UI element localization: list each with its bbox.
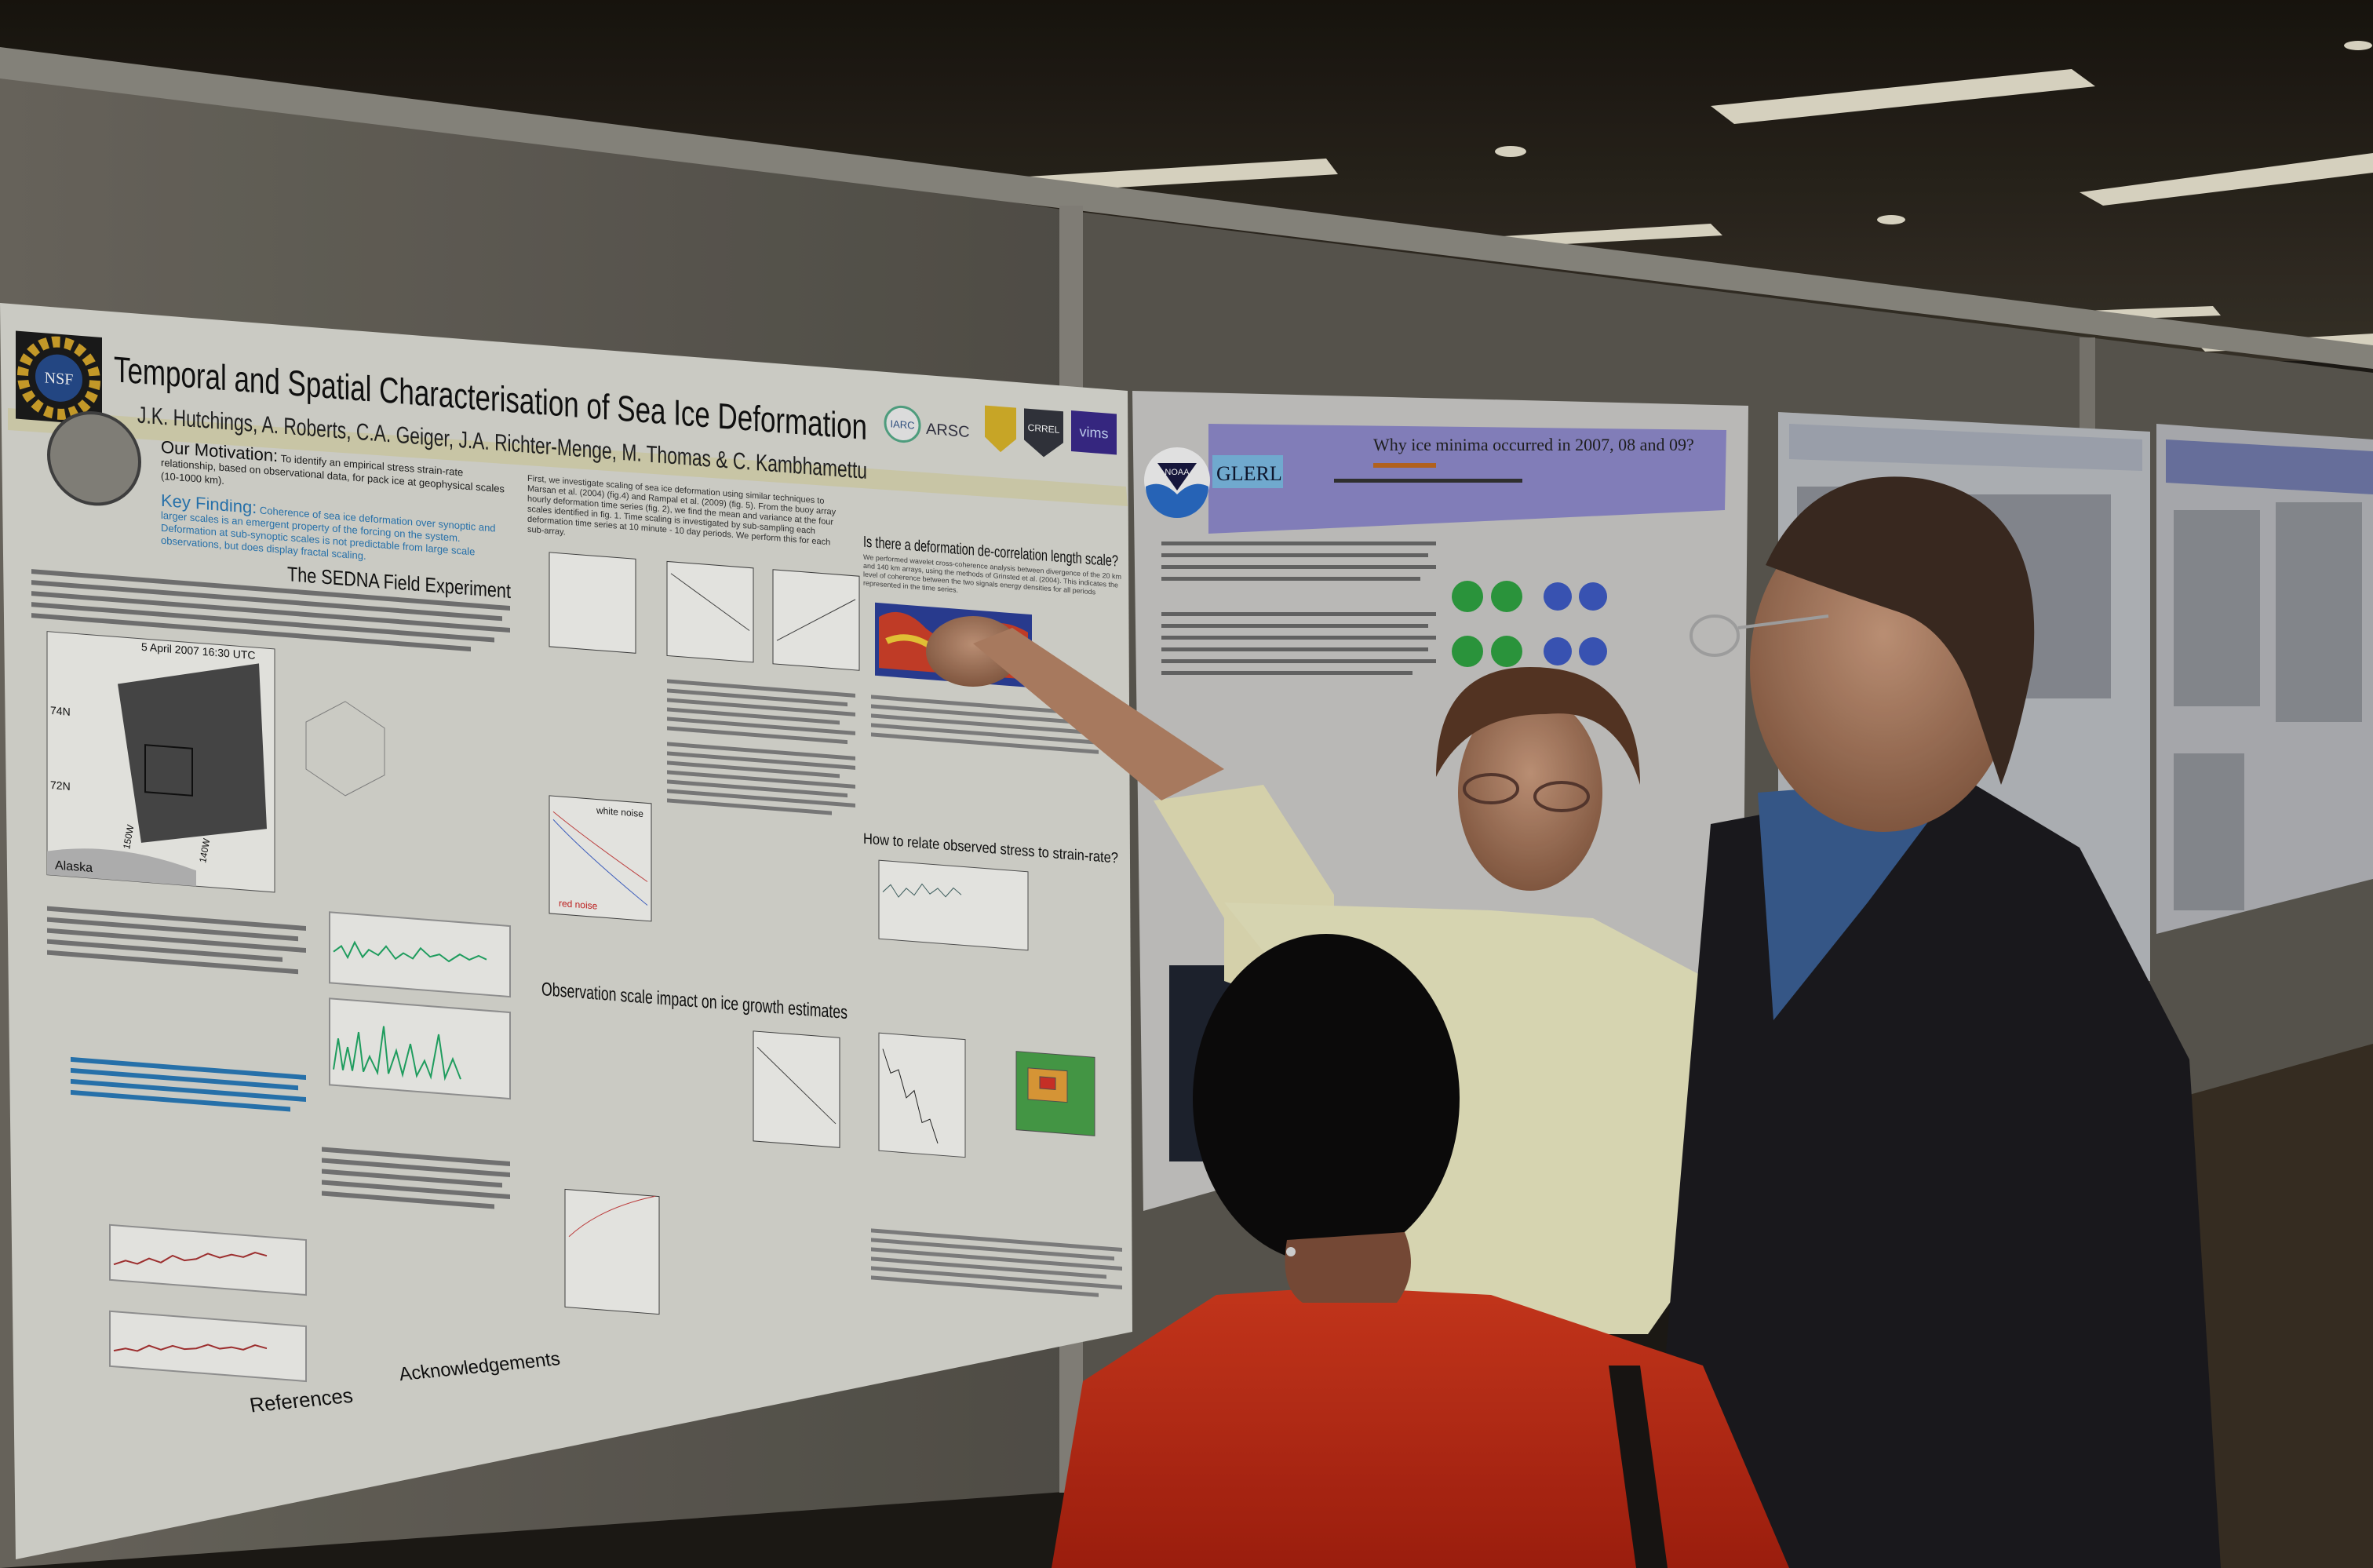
pointing-hand	[926, 616, 1020, 687]
poster-fourth	[2156, 424, 2373, 934]
buoy-map-figure: 5 April 2007 16:30 UTC 74N 72N Alaska 15…	[46, 631, 385, 893]
figure-label: white noise	[596, 804, 643, 819]
body-text-block	[47, 906, 510, 1209]
noaa-logo: NOAA	[1144, 447, 1210, 518]
svg-text:IARC: IARC	[890, 418, 914, 431]
svg-text:72N: 72N	[50, 779, 71, 793]
poster-main: NSF Temporal and Spatial Characterisatio…	[0, 303, 1132, 1559]
svg-text:NSF: NSF	[45, 369, 74, 388]
glasses-icon	[1463, 773, 1590, 812]
svg-text:GLERL: GLERL	[1216, 462, 1282, 485]
growth-plots	[564, 1030, 840, 1315]
svg-text:Alaska: Alaska	[55, 858, 93, 875]
stress-plots	[878, 859, 1095, 1158]
time-series-plots	[109, 911, 511, 1383]
svg-text:CRREL: CRREL	[1028, 422, 1060, 436]
sea-ice-maps	[1452, 581, 1607, 667]
svg-text:ARSC: ARSC	[926, 421, 970, 441]
svg-text:74N: 74N	[50, 704, 71, 718]
body-text-block	[31, 569, 510, 652]
presenter-face	[1458, 695, 1602, 891]
figure-label: red noise	[559, 898, 598, 912]
glerl-logo	[1212, 455, 1283, 488]
earring	[1286, 1247, 1296, 1256]
person-man-right	[1648, 476, 2221, 1568]
svg-text:NOAA: NOAA	[1165, 468, 1190, 477]
svg-text:vims: vims	[1080, 424, 1109, 442]
bag-strap	[1609, 1366, 1668, 1568]
body-text-block	[1161, 542, 1436, 675]
nsf-logo: NSF	[16, 330, 102, 426]
scaling-plots	[549, 552, 860, 922]
ceiling-lights	[1028, 41, 2373, 352]
svg-text:150W: 150W	[121, 823, 136, 851]
woman-hair	[1193, 934, 1460, 1264]
partition-frame-top	[0, 47, 2373, 369]
sedna-logo	[47, 411, 141, 506]
glasses-icon	[1690, 614, 1829, 657]
poster-title: Why ice minima occurred in 2007, 08 and …	[1373, 435, 1694, 454]
body-text-block	[871, 695, 1122, 1297]
person-woman-red	[1052, 934, 1789, 1568]
svg-text:140W: 140W	[197, 837, 212, 864]
partner-logos: IARC ARSC CRREL vims	[884, 405, 1117, 458]
body-text-block	[667, 679, 855, 815]
